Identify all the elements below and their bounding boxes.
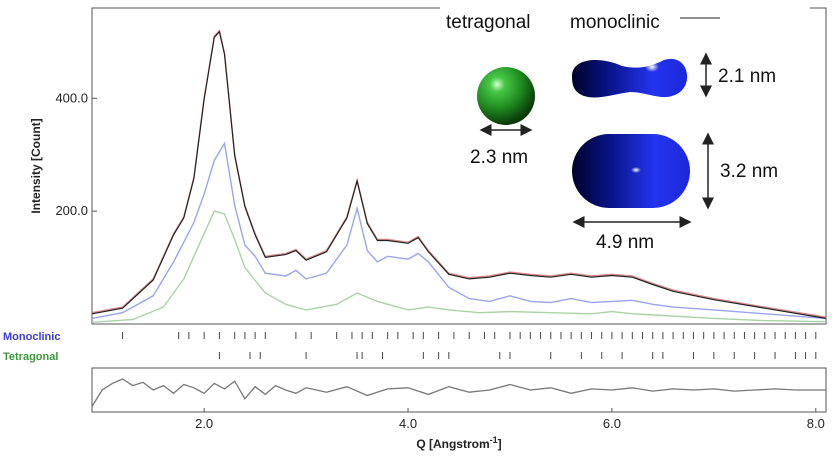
difference-plot — [91, 378, 826, 407]
x-tick-label-3: 8.0 — [807, 416, 825, 431]
monoclinic-shape-small — [572, 58, 688, 98]
y-tick-label-0: 200.0 — [55, 203, 88, 218]
x-tick-label-2: 6.0 — [603, 416, 621, 431]
x-tick-label-1: 4.0 — [399, 416, 417, 431]
y-tick-label-1: 400.0 — [55, 90, 88, 105]
x-axis: 2.0 4.0 6.0 8.0 — [195, 408, 825, 431]
phase-rows — [122, 332, 817, 359]
monoclinic-length-label: 4.9 nm — [596, 232, 654, 253]
difference-line — [91, 378, 826, 407]
monoclinic-small-height-label: 2.1 nm — [718, 66, 776, 87]
inset-label-monoclinic: monoclinic — [570, 12, 660, 33]
inset-label-tetragonal: tetragonal — [446, 12, 531, 33]
series-line-1 — [91, 141, 827, 320]
x-axis-title: Q [Angstrom-1] — [416, 435, 501, 451]
tetragonal-sphere — [477, 67, 535, 125]
tetragonal-size-label: 2.3 nm — [470, 147, 528, 168]
monoclinic-shape-large — [572, 134, 690, 208]
series-line-2 — [91, 210, 827, 323]
monoclinic-large-height-label: 3.2 nm — [720, 161, 778, 182]
phase-label-monoclinic: Monoclinic — [3, 331, 60, 343]
inset: tetragonal monoclinic 2.3 nm 2.1 nm 3.2 … — [440, 2, 810, 253]
y-axis: 200.0 400.0 — [55, 90, 97, 218]
y-axis-title: Intensity [Count] — [29, 118, 43, 213]
series-line-3 — [91, 30, 827, 319]
x-tick-label-0: 2.0 — [195, 416, 213, 431]
inset-background — [440, 2, 810, 252]
phase-label-tetragonal: Tetragonal — [3, 351, 58, 363]
main-plot — [91, 29, 827, 323]
